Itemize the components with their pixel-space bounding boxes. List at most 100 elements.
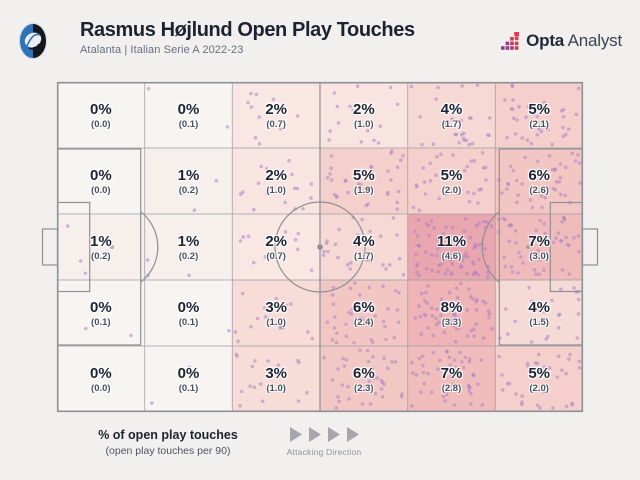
pitch-cell-label-r5c3: 3% (1.0) [232, 346, 320, 412]
cell-pct-value: 0% [177, 298, 200, 316]
pitch-cell-label-r4c5: 8% (3.3) [408, 280, 496, 346]
pitch-cell-r4c2 [144, 280, 233, 346]
cell-per90-value: (0.1) [178, 118, 199, 130]
pitch-cell-r3c3 [232, 214, 320, 280]
cell-pct-value: 7% [528, 232, 550, 250]
brand-regular-text: Analyst [567, 31, 623, 50]
attacking-direction-label: Attacking Direction [286, 447, 362, 457]
pitch-cell-label-r3c6: 7% (3.0) [495, 214, 583, 280]
cell-pct-value: 0% [89, 364, 112, 382]
pitch-cell-label-r3c4: 4% (1.7) [320, 214, 408, 280]
cell-pct-value: 11% [436, 232, 467, 250]
cell-pct-value: 1% [177, 232, 200, 250]
pitch: 0% (0.0) 0% (0.1) 2% (0.7) 2% (1.0) 4% (1.7) 5% (2.… [41, 81, 599, 413]
cell-per90-value: (2.1) [529, 118, 549, 130]
atalanta-crest-icon [18, 22, 48, 60]
pitch-cell-r3c1 [57, 214, 145, 280]
cell-per90-value: (1.0) [354, 118, 374, 130]
pitch-cell-label-r3c1: 1% (0.2) [57, 214, 145, 280]
heatmap-cells-layer [57, 82, 583, 412]
arrow-right-icon [327, 427, 340, 442]
cell-per90-value: (1.0) [266, 316, 286, 328]
cell-per90-value: (0.1) [91, 316, 111, 328]
header: Rasmus Højlund Open Play Touches Atalant… [80, 19, 415, 56]
cell-pct-value: 4% [440, 100, 463, 118]
cell-pct-value: 5% [528, 100, 550, 118]
pitch-cell-r1c2 [144, 82, 233, 148]
pitch-cell-r3c5 [407, 214, 496, 280]
opta-wordmark: Opta Analyst [526, 31, 622, 51]
cell-per90-value: (2.0) [529, 382, 549, 394]
pitch-cell-r1c3 [232, 82, 320, 148]
cell-per90-value: (2.6) [529, 184, 549, 196]
cell-per90-value: (1.9) [354, 184, 374, 196]
pitch-cell-label-r1c4: 2% (1.0) [320, 82, 408, 148]
pitch-cell-r1c5 [407, 82, 496, 148]
attacking-direction-arrows [272, 426, 376, 443]
cell-per90-value: (3.0) [529, 250, 549, 262]
pitch-cell-label-r2c5: 5% (2.0) [408, 148, 496, 214]
legend-subtitle: (open play touches per 90) [105, 445, 231, 457]
pitch-cell-label-r1c5: 4% (1.7) [408, 82, 496, 148]
arrow-right-icon [308, 427, 321, 442]
cell-per90-value: (0.2) [178, 184, 199, 196]
pitch-cell-label-r2c4: 5% (1.9) [320, 148, 408, 214]
pitch-cell-label-r5c2: 0% (0.1) [145, 346, 233, 412]
pitch-cell-r2c5 [407, 148, 496, 214]
cell-pct-value: 8% [440, 298, 463, 316]
cell-per90-value: (2.3) [354, 382, 374, 394]
cell-pct-value: 5% [440, 166, 463, 184]
arrow-right-icon [289, 427, 302, 442]
legend: % of open play touches (open play touche… [62, 428, 274, 457]
cell-per90-value: (2.0) [441, 184, 462, 196]
cell-pct-value: 7% [440, 364, 463, 382]
pitch-cell-label-r4c1: 0% (0.1) [57, 280, 145, 346]
cell-pct-value: 0% [89, 166, 112, 184]
pitch-cell-r2c4 [320, 148, 408, 214]
cell-per90-value: (0.0) [91, 184, 111, 196]
pitch-cell-label-r3c3: 2% (0.7) [232, 214, 320, 280]
cell-per90-value: (0.7) [266, 118, 286, 130]
pitch-cell-r1c1 [57, 82, 145, 148]
cell-pct-value: 5% [528, 364, 550, 382]
pitch-cell-r4c4 [320, 280, 408, 346]
pitch-cell-label-r3c2: 1% (0.2) [145, 214, 233, 280]
cell-pct-value: 4% [352, 232, 375, 250]
pitch-cell-label-r4c3: 3% (1.0) [232, 280, 320, 346]
heatmap-labels-layer: 0% (0.0) 0% (0.1) 2% (0.7) 2% (1.0) 4% (1.7) 5% (2.… [57, 82, 583, 412]
cell-pct-value: 4% [528, 298, 550, 316]
pitch-markings [41, 81, 599, 413]
pitch-cell-label-r2c3: 2% (1.0) [232, 148, 320, 214]
cell-pct-value: 2% [265, 100, 287, 118]
legend-title: % of open play touches [98, 428, 238, 442]
arrow-right-icon [346, 427, 359, 442]
pitch-cell-label-r5c1: 0% (0.0) [57, 346, 145, 412]
cell-per90-value: (4.6) [441, 250, 462, 262]
cell-per90-value: (0.2) [178, 250, 199, 262]
pitch-cell-label-r1c1: 0% (0.0) [57, 82, 145, 148]
cell-pct-value: 1% [89, 232, 112, 250]
cell-pct-value: 0% [89, 298, 112, 316]
pitch-cell-r5c4 [320, 346, 408, 412]
cell-per90-value: (1.7) [354, 250, 374, 262]
pitch-cell-label-r1c6: 5% (2.1) [495, 82, 583, 148]
pitch-cell-label-r1c2: 0% (0.1) [145, 82, 233, 148]
cell-per90-value: (1.5) [529, 316, 549, 328]
cell-per90-value: (0.0) [91, 382, 111, 394]
pitch-cell-label-r4c4: 6% (2.4) [320, 280, 408, 346]
page-subtitle: Atalanta | Italian Serie A 2022-23 [80, 44, 244, 56]
pitch-cell-label-r4c2: 0% (0.1) [145, 280, 233, 346]
pitch-cell-label-r5c5: 7% (2.8) [408, 346, 496, 412]
pitch-cell-r5c3 [232, 346, 320, 412]
page-title: Rasmus Højlund Open Play Touches [80, 19, 415, 41]
pitch-cell-r3c2 [144, 214, 233, 280]
touch-dots-layer [65, 83, 582, 410]
opta-analyst-logo: Opta Analyst [501, 31, 622, 51]
cell-pct-value: 2% [265, 166, 287, 184]
cell-pct-value: 2% [265, 232, 287, 250]
cell-pct-value: 6% [352, 364, 375, 382]
pitch-cell-label-r2c2: 1% (0.2) [145, 148, 233, 214]
pitch-cell-label-r2c1: 0% (0.0) [57, 148, 145, 214]
cell-per90-value: (0.7) [266, 250, 286, 262]
